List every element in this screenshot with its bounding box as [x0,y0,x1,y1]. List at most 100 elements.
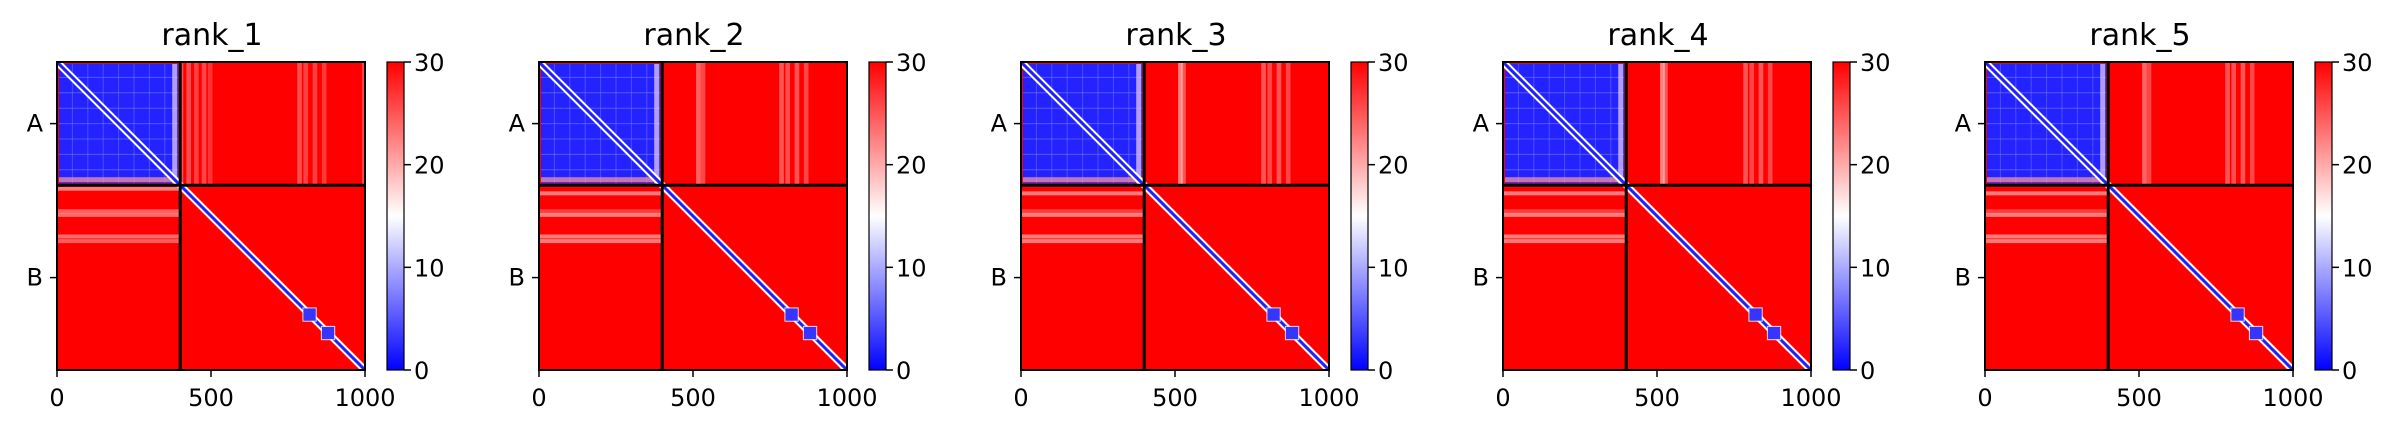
x-tick-label: 0 [1977,384,1992,412]
stripe-row [57,239,181,244]
colorbar-frame [1350,61,1369,371]
stripe-col [1181,62,1186,186]
panel-3: rank_3 0 500 1000 A B 0 10 20 30 [964,0,1444,438]
block-AA-edge [541,177,661,183]
x-tick-label: 1000 [2262,384,2323,412]
stripe-col [1758,62,1764,186]
colorbar-frame [868,61,887,371]
stripe-col [194,62,199,186]
x-tick-label: 0 [1495,384,1510,412]
stripe-col [1749,62,1755,186]
stripe-col [1178,62,1183,186]
block-AA-edge [1023,177,1143,183]
heatmap-panel-3: rank_3 0 500 1000 A B 0 10 20 30 [991,18,1409,412]
stripe-col [321,62,327,186]
stripe-col [1743,62,1748,186]
stripe-col [297,62,302,186]
chart-title: rank_3 [1125,18,1226,53]
colorbar-tick-label: 10 [896,254,927,282]
colorbar-tick-label: 30 [2342,49,2373,77]
y-tick-label: A [27,110,44,138]
stripe-col [696,62,701,186]
colorbar-tick-label: 20 [1860,152,1891,180]
heatmap-panel-4: rank_4 0 500 1000 A B 0 10 20 30 [1473,18,1891,412]
domain-block [803,326,817,340]
domain-block [321,326,335,340]
stripe-row [57,212,181,217]
block-AA-edge [172,64,178,184]
stripe-row [57,209,181,214]
stripe-row [539,212,663,217]
colorbar-tick-label: 20 [414,152,445,180]
panel-2: rank_2 0 500 1000 A B 0 10 20 30 [482,0,962,438]
x-tick-label: 500 [188,384,234,412]
colorbar-tick-label: 0 [414,357,429,385]
colorbar-tick-label: 0 [2342,357,2357,385]
stripe-col [1267,62,1273,186]
domain-block [1767,326,1781,340]
chart-title: rank_2 [643,18,744,53]
domain-block [2231,308,2244,321]
stripe-row [1503,212,1627,217]
stripe-row [1503,239,1627,244]
colorbar [1351,62,1368,370]
y-tick-label: B [1473,264,1489,292]
stripe-col [794,62,800,186]
colorbar-tick-label: 20 [1378,152,1409,180]
colorbar [2315,62,2332,370]
block-AA-edge [654,64,660,184]
block-AA-edge [59,177,179,183]
x-tick-label: 500 [1634,384,1680,412]
domain-block [1749,308,1762,321]
colorbar-tick-label: 0 [1378,357,1393,385]
stripe-col [207,62,213,186]
stripe-row [1021,212,1145,217]
x-tick-label: 0 [531,384,546,412]
chart-title: rank_5 [2089,18,2190,53]
colorbar-tick-label: 10 [1378,254,1409,282]
colorbar-frame [386,61,405,371]
x-tick-label: 1000 [816,384,877,412]
x-tick-label: 500 [2116,384,2162,412]
stripe-col [201,62,207,186]
stripe-row [1985,191,2109,196]
colorbar-frame [2314,61,2333,371]
x-tick-label: 1000 [1298,384,1359,412]
stripe-col [2142,62,2147,186]
heatmap-panel-5: rank_5 0 500 1000 A B 0 10 20 30 [1955,18,2373,412]
colorbar [387,62,404,370]
y-tick-label: A [1955,110,1972,138]
stripe-row [539,209,663,214]
colorbar-tick-label: 30 [1378,49,1409,77]
stripe-col [1660,62,1665,186]
colorbar-tick-label: 10 [1860,254,1891,282]
colorbar-tick-label: 20 [896,152,927,180]
stripe-row [1985,234,2109,239]
x-tick-label: 1000 [1780,384,1841,412]
block-AA-edge [1987,177,2107,183]
stripe-row [1021,234,1145,239]
stripe-col [803,62,809,186]
colorbar-tick-label: 20 [2342,152,2373,180]
stripe-col [2240,62,2246,186]
chart-title: rank_4 [1607,18,1708,53]
stripe-col [700,62,706,186]
stripe-row [57,234,181,239]
colorbar-tick-label: 0 [1860,357,1875,385]
heatmap-panel-1: rank_1 0 500 1000 A B 0 10 20 30 [27,18,445,412]
stripe-col [779,62,784,186]
panel-5: rank_5 0 500 1000 A B 0 10 20 30 [1928,0,2401,438]
y-tick-label: A [991,110,1008,138]
stripe-row [539,239,663,244]
y-tick-label: B [509,264,525,292]
colorbar-tick-label: 30 [896,49,927,77]
block-AA-edge [2100,64,2106,184]
stripe-col [785,62,791,186]
domain-block [1267,308,1280,321]
stripe-row [1985,209,2109,214]
block-AA-edge [1136,64,1142,184]
stripe-col [1663,62,1668,186]
stripe-col [2146,62,2152,186]
x-tick-label: 1000 [334,384,395,412]
y-tick-label: B [27,264,43,292]
